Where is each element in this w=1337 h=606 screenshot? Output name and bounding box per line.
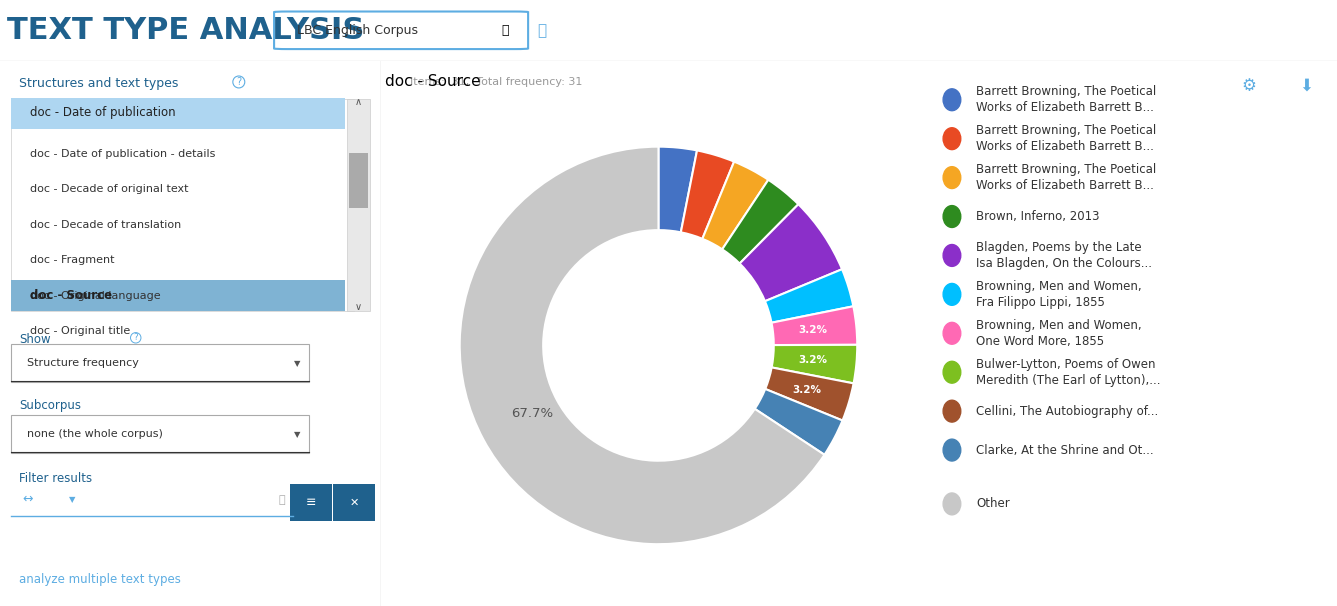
Circle shape (943, 322, 961, 344)
Text: 3.2%: 3.2% (793, 385, 821, 395)
Text: ▼: ▼ (294, 359, 301, 368)
Text: doc - Fragment: doc - Fragment (31, 255, 115, 265)
Circle shape (943, 205, 961, 227)
Text: Filter results: Filter results (19, 473, 92, 485)
Wedge shape (681, 150, 734, 239)
Text: doc - Original language: doc - Original language (31, 290, 162, 301)
Circle shape (943, 361, 961, 383)
FancyBboxPatch shape (349, 153, 368, 208)
Text: 3.2%: 3.2% (798, 325, 828, 335)
Text: Barrett Browning, The Poetical
Works of Elizabeth Barrett B...: Barrett Browning, The Poetical Works of … (976, 124, 1157, 153)
Wedge shape (771, 306, 857, 345)
Text: ▼: ▼ (294, 430, 301, 439)
Text: 3.2%: 3.2% (798, 355, 828, 365)
FancyBboxPatch shape (12, 415, 309, 453)
Text: ?: ? (237, 77, 242, 87)
Circle shape (943, 89, 961, 111)
Text: ⓘ: ⓘ (537, 23, 545, 38)
Text: Other: Other (976, 498, 1009, 510)
Wedge shape (460, 147, 825, 544)
FancyBboxPatch shape (346, 99, 369, 311)
Text: doc - Decade of translation: doc - Decade of translation (31, 219, 182, 230)
Wedge shape (771, 345, 857, 384)
FancyBboxPatch shape (12, 98, 345, 129)
Wedge shape (658, 147, 697, 232)
Text: Show: Show (19, 333, 51, 346)
Text: Browning, Men and Women,
Fra Filippo Lippi, 1855: Browning, Men and Women, Fra Filippo Lip… (976, 280, 1142, 309)
Text: doc - Decade of original text: doc - Decade of original text (31, 184, 189, 194)
Text: doc - Date of publication: doc - Date of publication (31, 106, 176, 119)
Wedge shape (739, 204, 842, 301)
Text: 🔍: 🔍 (501, 24, 509, 37)
Text: 🔍: 🔍 (278, 494, 285, 505)
Text: ?: ? (134, 333, 138, 342)
Text: doc - Original title: doc - Original title (31, 326, 131, 336)
Text: Structures and text types: Structures and text types (19, 77, 178, 90)
Text: Structure frequency: Structure frequency (27, 358, 139, 368)
Text: doc - Source: doc - Source (385, 74, 481, 89)
Text: ∨: ∨ (354, 302, 362, 312)
Text: TEXT TYPE ANALYSIS: TEXT TYPE ANALYSIS (7, 16, 364, 45)
FancyBboxPatch shape (12, 344, 309, 382)
Circle shape (943, 493, 961, 515)
Text: ▼: ▼ (68, 495, 75, 504)
FancyBboxPatch shape (12, 99, 354, 311)
Text: Subcorpus: Subcorpus (19, 399, 82, 411)
Wedge shape (755, 389, 842, 454)
Text: Items:  31,  Total frequency: 31: Items: 31, Total frequency: 31 (409, 77, 582, 87)
Text: Barrett Browning, The Poetical
Works of Elizabeth Barrett B...: Barrett Browning, The Poetical Works of … (976, 163, 1157, 192)
Text: none (the whole corpus): none (the whole corpus) (27, 429, 163, 439)
Text: doc - Source: doc - Source (31, 289, 112, 302)
Text: Cellini, The Autobiography of...: Cellini, The Autobiography of... (976, 405, 1158, 418)
Text: ⬇: ⬇ (1298, 77, 1313, 95)
Text: LBC English Corpus: LBC English Corpus (297, 24, 418, 37)
Circle shape (943, 167, 961, 188)
Text: ⚙: ⚙ (1242, 77, 1257, 95)
Text: Barrett Browning, The Poetical
Works of Elizabeth Barrett B...: Barrett Browning, The Poetical Works of … (976, 85, 1157, 115)
Text: 67.7%: 67.7% (512, 407, 554, 420)
Text: Brown, Inferno, 2013: Brown, Inferno, 2013 (976, 210, 1099, 223)
Wedge shape (765, 269, 853, 323)
FancyBboxPatch shape (333, 484, 376, 521)
Text: ∧: ∧ (354, 96, 362, 107)
Text: Clarke, At the Shrine and Ot...: Clarke, At the Shrine and Ot... (976, 444, 1154, 456)
Text: analyze multiple text types: analyze multiple text types (19, 573, 180, 586)
FancyBboxPatch shape (274, 12, 528, 49)
Circle shape (943, 439, 961, 461)
Text: doc - Date of publication - details: doc - Date of publication - details (31, 148, 215, 159)
Text: Bulwer-Lytton, Poems of Owen
Meredith (The Earl of Lytton),...: Bulwer-Lytton, Poems of Owen Meredith (T… (976, 358, 1161, 387)
Wedge shape (722, 180, 798, 264)
Circle shape (943, 128, 961, 150)
Text: Browning, Men and Women,
One Word More, 1855: Browning, Men and Women, One Word More, … (976, 319, 1142, 348)
Text: ✕: ✕ (350, 498, 360, 508)
Circle shape (943, 244, 961, 267)
FancyBboxPatch shape (12, 281, 345, 311)
Wedge shape (765, 367, 853, 421)
FancyBboxPatch shape (290, 484, 332, 521)
Text: ≡: ≡ (305, 496, 316, 510)
Circle shape (943, 400, 961, 422)
Text: ↔: ↔ (23, 493, 33, 506)
Circle shape (943, 284, 961, 305)
Text: Blagden, Poems by the Late
Isa Blagden, On the Colours...: Blagden, Poems by the Late Isa Blagden, … (976, 241, 1152, 270)
Wedge shape (702, 162, 769, 249)
